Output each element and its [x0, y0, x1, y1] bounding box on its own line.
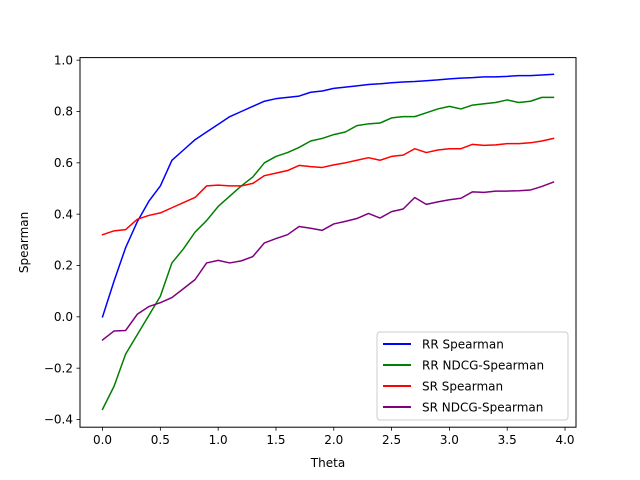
series-line-rr-ndcg-spearman	[101, 96, 555, 411]
y-tick-label: −0.2	[44, 361, 73, 375]
y-tick-label: 0.0	[54, 310, 73, 324]
x-axis: 0.0 0.5 1.0 1.5 2.0 2.5 3.0 3.5 4.0	[93, 427, 575, 447]
y-axis: −0.4 −0.2 0.0 0.2 0.4 0.6 0.8 1.0	[44, 53, 80, 427]
series-line-sr-spearman	[101, 137, 555, 236]
x-tick-label: 0.0	[93, 433, 112, 447]
legend-label-rr-ndcg-spearman: RR NDCG-Spearman	[422, 359, 544, 373]
legend: RR Spearman RR NDCG-Spearman SR Spearman…	[376, 331, 569, 421]
y-tick-label: 0.6	[54, 156, 73, 170]
x-axis-label: Theta	[310, 456, 345, 470]
plot-area-frame	[79, 57, 577, 428]
x-tick-label: 0.5	[151, 433, 170, 447]
x-tick-label: 1.0	[209, 433, 228, 447]
legend-box	[376, 331, 569, 421]
y-tick-label: 0.4	[54, 207, 73, 221]
y-axis-label: Spearman	[17, 212, 31, 273]
x-tick-label: 2.0	[324, 433, 343, 447]
series-lines	[101, 73, 555, 411]
series-line-rr-spearman	[101, 73, 555, 318]
x-tick-label: 1.5	[266, 433, 285, 447]
series-line-sr-ndcg-spearman	[101, 181, 555, 341]
y-tick-label: −0.4	[44, 413, 73, 427]
x-tick-label: 2.5	[382, 433, 401, 447]
y-tick-label: 1.0	[54, 53, 73, 67]
y-tick-label: 0.8	[54, 105, 73, 119]
legend-label-rr-spearman: RR Spearman	[422, 338, 504, 352]
y-tick-label: 0.2	[54, 259, 73, 273]
legend-label-sr-spearman: SR Spearman	[422, 380, 503, 394]
x-tick-label: 3.5	[498, 433, 517, 447]
x-tick-label: 4.0	[555, 433, 574, 447]
x-tick-label: 3.0	[440, 433, 459, 447]
legend-label-sr-ndcg-spearman: SR NDCG-Spearman	[422, 401, 543, 415]
